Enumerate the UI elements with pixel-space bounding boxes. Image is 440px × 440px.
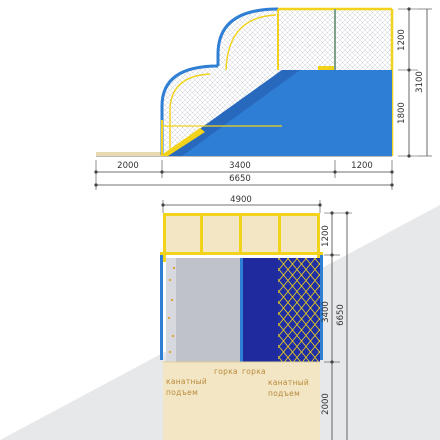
dim-plan-6650: 6650 [336, 304, 346, 326]
dim-plan-3400: 3400 [321, 301, 331, 323]
dim-side-2000: 2000 [117, 161, 139, 171]
ramp-edge [160, 128, 205, 156]
dim-plan-1200: 1200 [321, 225, 331, 247]
dim-side-1800: 1800 [397, 102, 407, 124]
landing-mat [163, 362, 320, 440]
plan-vertical-dims: 1200 3400 2000 6650 [321, 211, 352, 440]
slide-surface [240, 258, 278, 362]
dim-side-3400: 3400 [229, 161, 251, 171]
lower-arch-frame [160, 64, 219, 155]
dim-side-6650: 6650 [229, 174, 251, 184]
slide-ramp [162, 70, 392, 156]
label-slide-left: горка [214, 367, 238, 376]
label-slide-right: горка [242, 367, 266, 376]
dim-side-1200: 1200 [351, 161, 373, 171]
dim-side-1200: 1200 [397, 29, 407, 51]
plan-view: 4900 канатный подъе [160, 195, 352, 440]
label-rope-climb-left-2: подъем [166, 388, 198, 397]
dim-plan-4900: 4900 [230, 195, 252, 205]
left-rail [160, 255, 163, 360]
climbing-holds [167, 266, 176, 354]
dim-plan-2000: 2000 [321, 393, 331, 415]
rope-net [278, 258, 320, 362]
right-rail [320, 255, 323, 360]
label-rope-climb-right-1: канатный [268, 378, 309, 387]
upper-arch-frame [216, 7, 279, 66]
label-rope-climb-right-2: подъем [268, 389, 300, 398]
dim-side-3100: 3100 [415, 71, 425, 93]
plan-top-dim: 4900 [161, 195, 322, 213]
upper-net [218, 9, 392, 155]
side-vertical-dims: 1200 1800 3100 [397, 7, 432, 158]
label-rope-climb-left-1: канатный [166, 377, 207, 386]
side-view: 1200 1800 3100 2000 3400 1200 6650 [94, 7, 432, 190]
floor-mat [96, 152, 162, 156]
climbing-wall [166, 258, 240, 362]
side-horizontal-dims: 2000 3400 1200 6650 [94, 160, 394, 190]
